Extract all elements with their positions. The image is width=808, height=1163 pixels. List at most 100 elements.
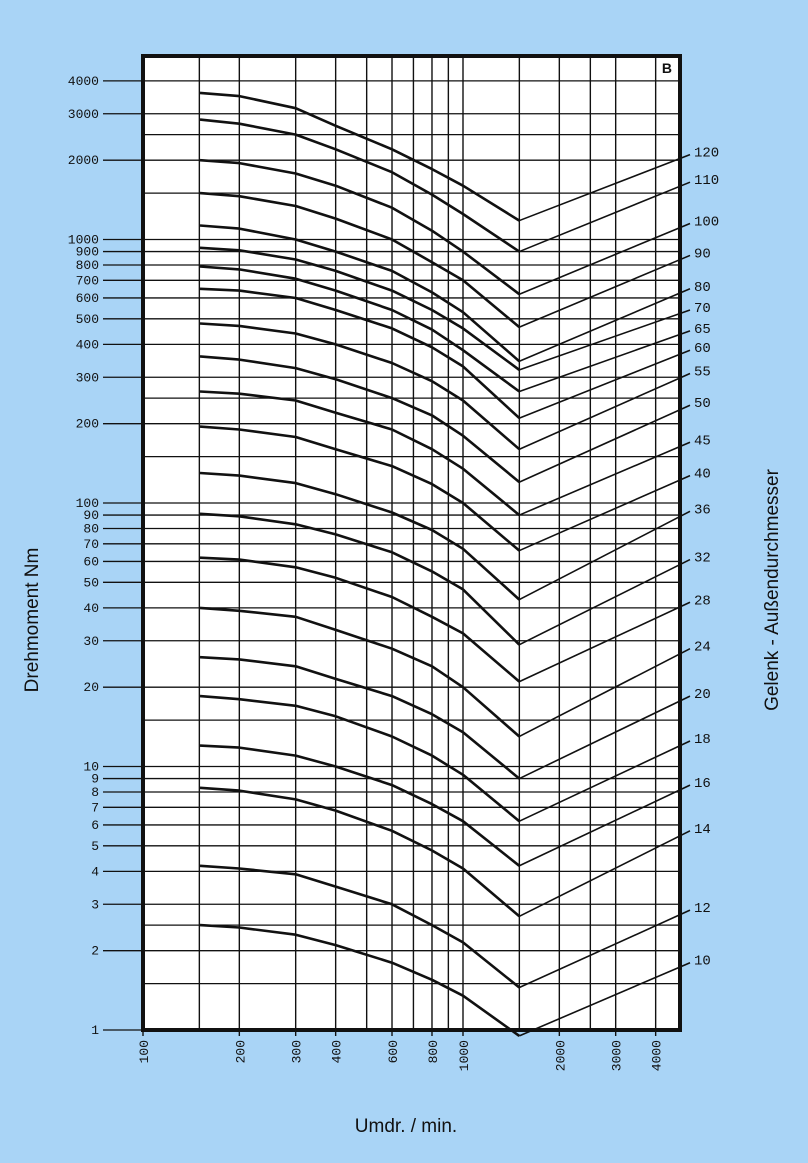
y-tick-label: 1 [91,1023,99,1038]
series-label-65: 65 [694,322,711,338]
series-label-55: 55 [694,365,711,381]
series-curve-100 [199,158,521,296]
series-curve-24 [199,606,521,738]
y-tick-label: 80 [83,522,99,537]
series-label-20: 20 [694,687,711,703]
series-curve-55 [199,322,521,451]
series-ray-16 [519,784,691,867]
x-tick-label: 600 [386,1040,401,1063]
y-tick-label: 30 [83,634,99,649]
grid [142,56,680,1030]
y-tick-label: 10 [83,760,99,775]
series-curve-110 [199,118,521,253]
series-ray-20 [519,695,691,780]
series-label-36: 36 [694,502,711,518]
series-curve-36 [199,471,521,601]
y-tick-label: 4 [91,864,99,879]
series-curve-45 [199,390,521,517]
series-label-110: 110 [694,173,719,189]
series-label-50: 50 [694,396,711,412]
series-curve-50 [199,355,521,484]
series-curve-14 [199,786,521,918]
y-tick-label: 100 [76,496,99,511]
series-curve-90 [199,191,521,329]
y-axis-title: Drehmoment Nm [22,547,43,693]
x-tick-label: 200 [233,1040,248,1063]
y-tick-label: 300 [76,370,99,385]
y-tick-label: 600 [76,291,99,306]
plot-frame [141,54,682,1032]
y-tick-label: 2 [91,944,99,959]
y-tick-label: 200 [76,417,99,432]
series-ray-110 [519,181,691,253]
series-label-24: 24 [694,640,711,656]
series-ray-36 [518,510,691,601]
y-tick-label: 50 [83,575,99,590]
x-axis-title: Umdr. / min. [354,1116,458,1137]
series-label-60: 60 [694,341,711,357]
y-tick-label: 90 [83,508,99,523]
series-curves: 120 110 100 90 80 70 65 60 55 50 45 40 36 32 28 24 20 18 1… [199,91,719,1037]
y-tick-label: 400 [76,337,99,352]
series-curve-10 [199,923,521,1037]
x-tick-labels: 100 200 300 400 600 800 1000 2000 3000 4000 [137,1030,665,1071]
x-tick-label: 3000 [610,1040,625,1071]
series-ray-32 [518,558,691,646]
series-curve-40 [199,425,521,552]
y-tick-label: 800 [76,258,99,273]
plot-area [143,56,680,1030]
series-label-32: 32 [694,551,711,567]
series-ray-90 [519,254,691,328]
series-label-120: 120 [694,146,719,162]
series-curve-32 [199,512,521,646]
series-label-28: 28 [694,593,711,609]
y-tick-label: 70 [83,537,99,552]
series-ray-80 [519,288,691,363]
y-tick-label: 40 [83,601,99,616]
series-curve-80 [199,224,521,363]
series-ray-18 [519,740,691,822]
y-tick-label: 6 [91,818,99,833]
x-tick-label: 100 [137,1040,152,1063]
x-tick-label: 800 [426,1040,441,1063]
y-tick-label: 900 [76,245,99,260]
y-axis-ticks [103,80,143,1031]
series-label-70: 70 [694,301,711,317]
y-tick-label: 3000 [68,107,99,122]
series-curve-60 [199,287,521,420]
x-tick-label: 300 [290,1040,305,1063]
series-curve-16 [199,744,521,867]
series-ray-70 [519,309,691,371]
x-tick-label: 400 [330,1040,345,1063]
panel-label: B [662,60,672,76]
series-ray-50 [519,404,691,483]
series-ray-45 [519,441,691,516]
series-ray-120 [519,153,691,222]
x-tick-label: 4000 [650,1040,665,1071]
y-tick-label: 1000 [68,233,99,248]
y-tick-label: 20 [83,680,99,695]
series-curve-12 [199,864,521,989]
y-tick-label: 500 [76,312,99,327]
series-curve-18 [199,694,521,823]
x-tick-label: 2000 [553,1040,568,1071]
series-ray-100 [519,222,691,295]
y-tick-label: 3 [91,897,99,912]
series-curve-20 [199,655,521,780]
series-ray-24 [518,647,691,738]
y-tick-label: 700 [76,273,99,288]
series-ray-28 [519,601,691,683]
x-tick-label: 1000 [457,1040,472,1071]
series-ray-65 [519,330,691,393]
series-ray-12 [519,909,691,989]
series-label-10: 10 [694,954,711,970]
series-label-45: 45 [694,433,711,449]
series-label-16: 16 [694,776,711,792]
y-tick-label: 5 [91,839,99,854]
y-tick-label: 9 [91,772,99,787]
series-ray-14 [518,830,691,918]
y-tick-label: 7 [91,800,99,815]
secondary-y-axis-title: Gelenk - Außendurchmesser [762,469,783,711]
